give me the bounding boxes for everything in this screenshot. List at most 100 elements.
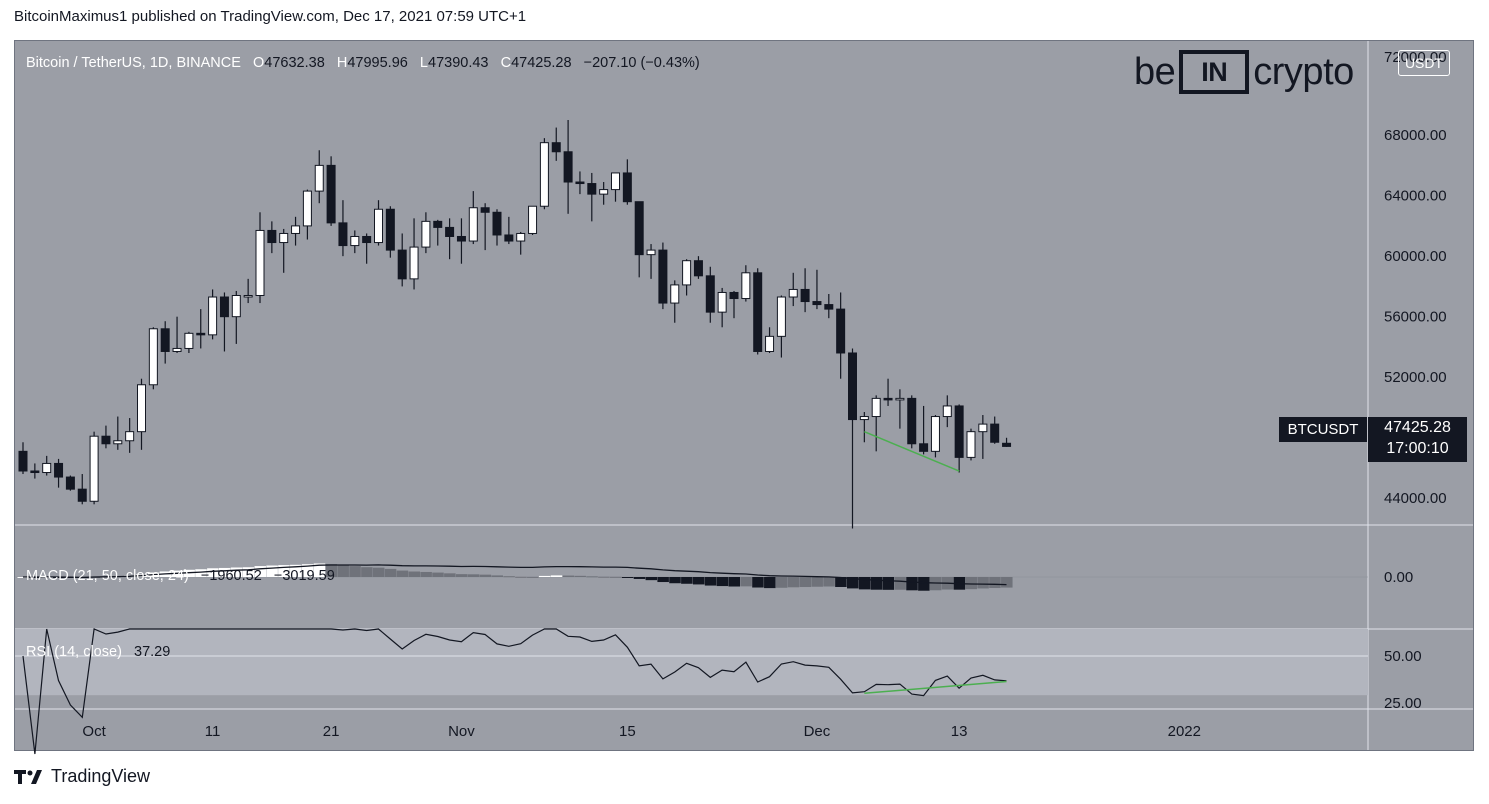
macd-histogram-bar xyxy=(538,575,551,577)
close-value: 47425.28 xyxy=(511,55,572,71)
bar-countdown: 17:00:10 xyxy=(1386,440,1449,457)
candle-body xyxy=(184,332,194,349)
macd-histogram-bar xyxy=(681,577,693,584)
macd-histogram-bar xyxy=(301,564,314,577)
candle-body xyxy=(717,291,727,313)
candle-body xyxy=(575,181,585,185)
last-price-tag: 47425.28 17:00:10 xyxy=(1368,417,1467,462)
macd-histogram-bar xyxy=(230,567,243,577)
candle-body xyxy=(267,229,277,244)
candle-body xyxy=(611,172,620,191)
rsi-support-line xyxy=(864,680,1007,694)
macd-histogram-bar xyxy=(408,571,421,577)
candle-body xyxy=(753,272,763,352)
macd-histogram-bar xyxy=(278,565,290,577)
macd-histogram-bar xyxy=(882,577,895,590)
candle-body xyxy=(729,291,739,300)
candle-body xyxy=(622,172,632,203)
candle-body xyxy=(77,488,87,502)
macd-histogram-bar xyxy=(645,577,658,581)
macd-histogram-bar xyxy=(527,576,539,578)
macd-histogram-bar xyxy=(432,572,444,577)
price-tick-label: 56000.00 xyxy=(1384,309,1447,326)
symbol-label: Bitcoin / TetherUS, 1D, BINANCE xyxy=(26,55,241,71)
candle-body xyxy=(125,431,135,442)
macd-value-1: −1960.52 xyxy=(200,568,262,584)
macd-histogram-bar xyxy=(633,577,646,579)
macd-histogram-bar xyxy=(373,567,385,577)
macd-histogram-bar xyxy=(775,577,788,588)
macd-histogram-bar xyxy=(290,564,302,577)
candle-body xyxy=(219,296,229,318)
candle-body xyxy=(279,232,289,244)
macd-histogram-bar xyxy=(787,577,800,588)
candle-body xyxy=(634,201,644,256)
macd-histogram-bar xyxy=(325,564,338,577)
macd-histogram-bar xyxy=(491,575,503,577)
candle-body xyxy=(682,260,692,286)
candle-body xyxy=(587,183,597,195)
rsi-value: 37.29 xyxy=(134,644,171,660)
publish-header: BitcoinMaximus1 published on TradingView… xyxy=(14,8,527,25)
tradingview-logo-icon xyxy=(14,769,42,784)
macd-histogram-bar xyxy=(467,574,480,577)
time-tick-label: 15 xyxy=(619,723,636,740)
candle-body xyxy=(314,164,324,192)
candle-body xyxy=(895,397,905,401)
candle-body xyxy=(824,304,834,310)
candle-body xyxy=(172,347,182,352)
candle-body xyxy=(445,226,455,237)
macd-histogram-bar xyxy=(669,577,681,584)
macd-histogram-bar xyxy=(704,577,717,586)
candle-body xyxy=(101,435,111,445)
tradingview-footer[interactable]: TradingView xyxy=(14,766,150,787)
candle-body xyxy=(907,397,917,445)
macd-histogram-bar xyxy=(337,565,349,577)
macd-histogram-bar xyxy=(384,568,397,577)
candle-body xyxy=(990,423,1000,443)
time-tick-label: 13 xyxy=(951,723,968,740)
rsi-band xyxy=(15,629,1368,696)
macd-histogram-bar xyxy=(183,569,195,577)
candle-body xyxy=(338,222,348,247)
currency-unit-button[interactable]: USDT xyxy=(1398,50,1450,76)
macd-histogram-bar xyxy=(716,577,729,587)
macd-histogram-bar xyxy=(989,577,1001,589)
price-top-label: 72000.00 xyxy=(1384,49,1447,66)
change-value: −207.10 (−0.43%) xyxy=(583,55,700,71)
macd-histogram-bar xyxy=(361,567,373,577)
time-tick-label: 11 xyxy=(205,723,221,740)
macd-histogram-bar xyxy=(420,571,432,577)
candle-body xyxy=(871,397,881,418)
open-value: 47632.38 xyxy=(264,55,325,71)
macd-histogram-bar xyxy=(823,577,835,587)
macd-value-2: −3019.59 xyxy=(273,568,335,584)
macd-histogram-bar xyxy=(218,567,231,577)
time-tick-label: Nov xyxy=(448,723,475,740)
candle-body xyxy=(504,234,514,242)
macd-histogram-bar xyxy=(906,577,918,591)
price-tick-label: 52000.00 xyxy=(1384,369,1447,386)
candle-body xyxy=(374,208,383,244)
candle-body xyxy=(492,211,502,236)
candle-body xyxy=(350,235,360,247)
candle-body xyxy=(670,284,680,304)
macd-histogram-bar xyxy=(894,577,906,590)
watermark-right: crypto xyxy=(1253,50,1354,93)
time-tick-label: Oct xyxy=(82,723,106,740)
candle-body xyxy=(433,220,443,228)
macd-histogram-bar xyxy=(396,570,409,577)
candle-body xyxy=(741,272,751,300)
candle-body xyxy=(551,142,561,153)
candle-body xyxy=(255,229,265,296)
macd-histogram-bar xyxy=(266,565,278,577)
watermark-in-text: IN xyxy=(1201,56,1228,87)
macd-histogram-bar xyxy=(610,576,622,578)
macd-tick-label: 0.00 xyxy=(1384,569,1413,586)
macd-histogram-bar xyxy=(455,574,468,577)
price-tick-label: 68000.00 xyxy=(1384,127,1447,144)
candle-body xyxy=(89,435,99,502)
candle-body xyxy=(942,405,952,418)
candle-body xyxy=(658,249,668,304)
